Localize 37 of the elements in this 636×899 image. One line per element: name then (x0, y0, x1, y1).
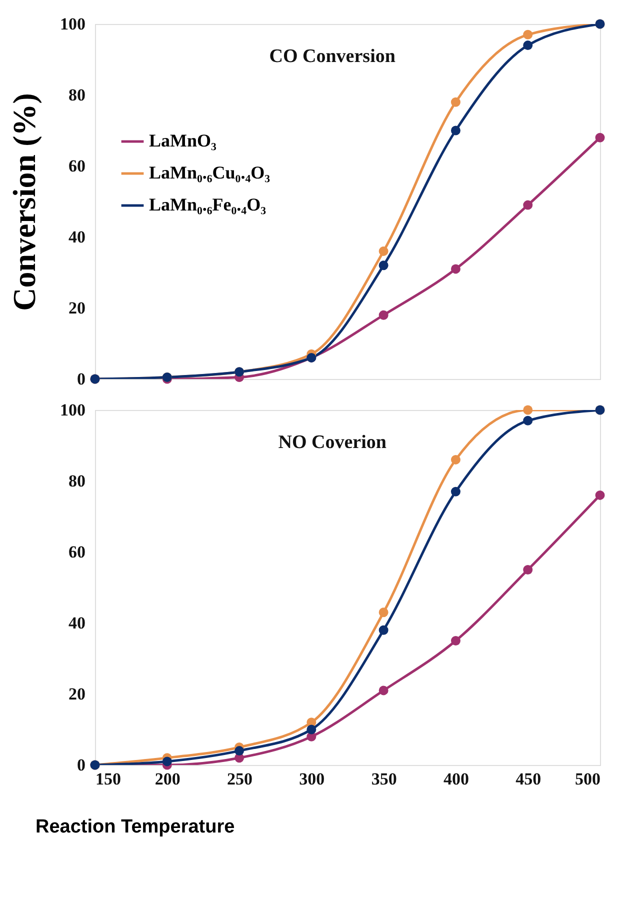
annotation: CO Conversion (269, 46, 396, 67)
annotation: NO Coverion (278, 432, 387, 453)
y-tick-label: 60 (68, 156, 86, 176)
point (378, 260, 388, 270)
x-tick-label: 150 (96, 770, 121, 788)
point (595, 132, 605, 142)
y-tick-label: 100 (60, 400, 86, 420)
y-tick-label: 40 (68, 614, 86, 632)
point (450, 97, 460, 107)
x-tick-label: 200 (154, 770, 180, 788)
x-axis-title: Reaction Temperature (36, 816, 235, 838)
point (450, 264, 460, 274)
legend-label: LaMnO₃ (149, 130, 218, 150)
y-tick-label: 40 (68, 228, 86, 246)
y-tick-label: 0 (77, 370, 86, 388)
legend-label: LaMn₀.₆Cu₀.₄O₃ (149, 162, 271, 182)
y-tick-label: 20 (68, 298, 86, 318)
point (523, 200, 533, 210)
y-tick-label: 60 (68, 542, 86, 562)
x-tick-label: 450 (516, 770, 542, 788)
y-tick-label: 0 (77, 756, 86, 774)
y-tick-label: 100 (60, 14, 86, 34)
x-tick-label: 250 (227, 770, 253, 788)
y-tick-label: 80 (68, 86, 86, 104)
x-tick-label: 500 (575, 770, 600, 788)
x-tick-label: 300 (299, 770, 325, 788)
legend-label: LaMn₀.₆Fe₀.₄O₃ (149, 194, 267, 214)
x-tick-label: 350 (371, 770, 397, 788)
y-tick-label: 80 (68, 472, 86, 490)
y-tick-label: 20 (68, 684, 86, 704)
point (450, 126, 460, 136)
point (523, 40, 533, 50)
y-axis-title: Conversion (%) (6, 93, 42, 311)
x-tick-label: 400 (443, 770, 469, 788)
point (523, 30, 533, 40)
point (378, 246, 388, 256)
point (378, 310, 388, 320)
